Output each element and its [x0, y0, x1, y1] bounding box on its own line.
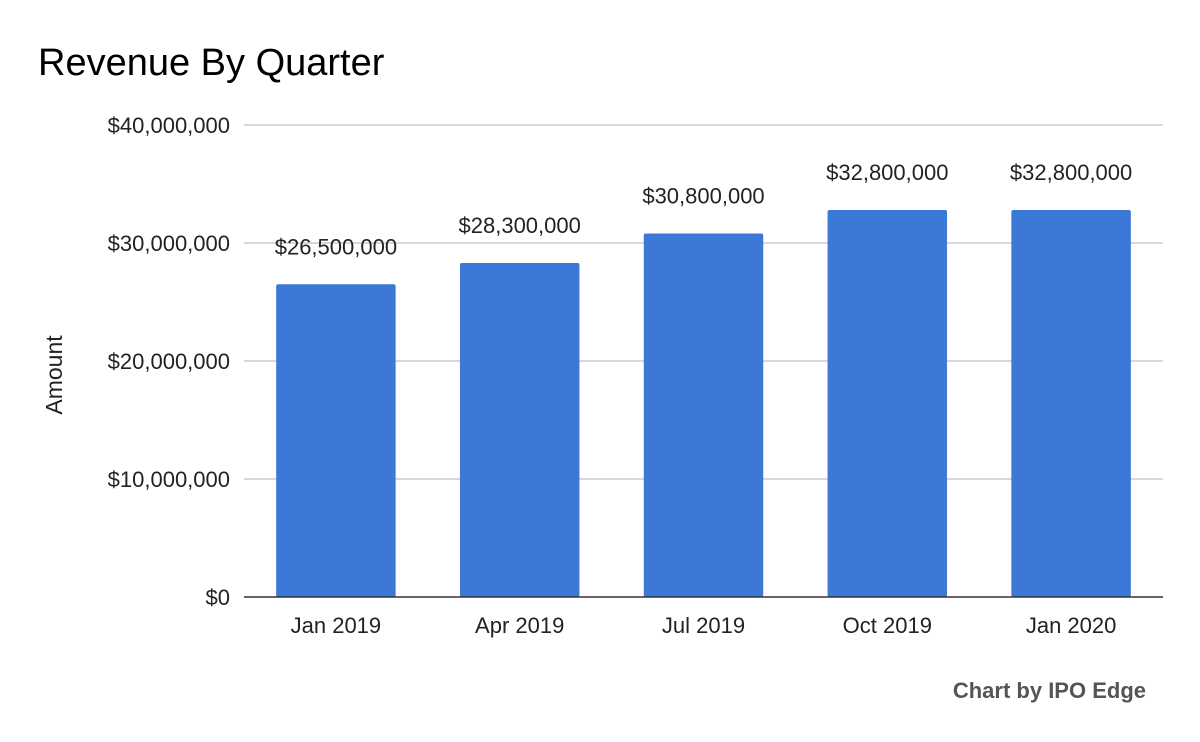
y-tick-label: $20,000,000	[108, 349, 230, 374]
x-tick-label: Apr 2019	[475, 613, 564, 638]
x-tick-label: Jan 2020	[1026, 613, 1117, 638]
y-axis-ticks: $0 $10,000,000 $20,000,000 $30,000,000 $40,0…	[108, 113, 230, 610]
y-tick-label: $40,000,000	[108, 113, 230, 138]
data-labels: $26,500,000 $28,300,000 $30,800,000 $32,800…	[275, 160, 1133, 259]
bar	[459, 263, 580, 597]
y-tick-label: $0	[206, 585, 230, 610]
bar	[276, 284, 396, 597]
bar-data-label: $32,800,000	[1010, 160, 1132, 185]
bar	[1011, 209, 1131, 597]
bar-data-label: $28,300,000	[459, 213, 581, 238]
bar	[827, 209, 948, 597]
bar-data-label: $26,500,000	[275, 234, 397, 259]
x-tick-label: Oct 2019	[843, 613, 932, 638]
x-tick-label: Jan 2019	[291, 613, 382, 638]
x-tick-label: Jul 2019	[662, 613, 745, 638]
bars	[276, 209, 1131, 597]
bar-data-label: $32,800,000	[826, 160, 948, 185]
bar-data-label: $30,800,000	[642, 184, 764, 209]
y-axis-title: Amount	[41, 335, 67, 415]
bar	[643, 233, 764, 597]
chart-credit: Chart by IPO Edge	[953, 678, 1146, 703]
y-tick-label: $10,000,000	[108, 467, 230, 492]
y-tick-label: $30,000,000	[108, 231, 230, 256]
x-axis-ticks: Jan 2019 Apr 2019 Jul 2019 Oct 2019 Jan 2020	[291, 613, 1117, 638]
chart-title: Revenue By Quarter	[38, 42, 385, 84]
